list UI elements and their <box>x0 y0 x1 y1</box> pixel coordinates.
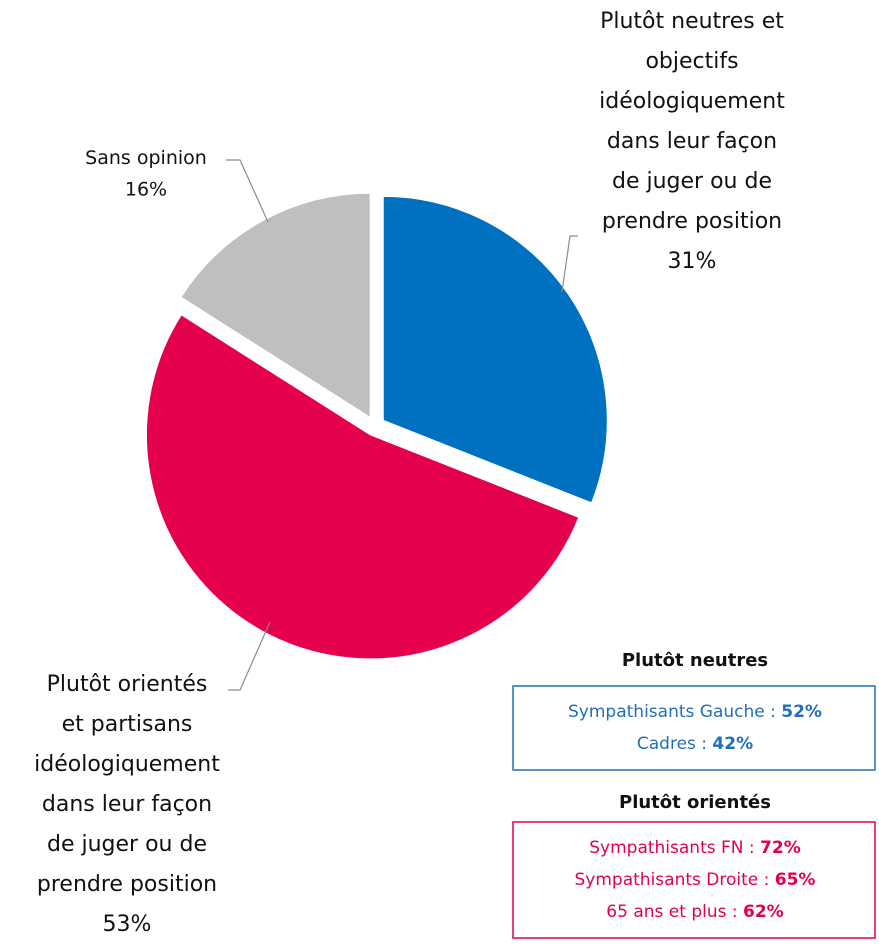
note-item: Sympathisants FN : 72% <box>589 838 801 858</box>
note-item-label: 65 ans et plus : <box>606 902 743 922</box>
slice-label-line: Sans opinion <box>85 147 207 169</box>
note-box <box>512 685 876 771</box>
leader-line <box>228 621 271 691</box>
slice-label: Plutôt orientés et partisans idéologiqueme… <box>34 672 220 897</box>
note-item-label: Sympathisants Gauche : <box>568 702 781 722</box>
note-box <box>512 821 876 939</box>
pie-slice <box>145 314 580 660</box>
note-item-label: Sympathisants FN : <box>589 838 760 858</box>
slice-label-line: objectifs <box>645 49 738 74</box>
slice-label-line: prendre position <box>37 872 217 897</box>
slice-value-label: 53% <box>103 912 152 937</box>
note-item-value: 42% <box>712 734 753 754</box>
note-item-value: 65% <box>775 870 816 890</box>
slice-label-line: dans leur façon <box>42 792 212 817</box>
slice-label-line: idéologiquement <box>34 752 220 777</box>
pie-slice <box>180 192 371 419</box>
slice-label-line: dans leur façon <box>607 129 777 154</box>
note-item: 65 ans et plus : 62% <box>606 902 783 922</box>
slice-label-line: prendre position <box>602 209 782 234</box>
slice-label-line: Plutôt neutres et <box>600 9 784 34</box>
slice-label-line: idéologiquement <box>599 89 785 114</box>
slice-label: Plutôt neutres et objectifs idéologiquemen… <box>599 9 785 234</box>
slice-value-label: 31% <box>668 249 717 274</box>
slice-label: Sans opinion <box>85 147 207 169</box>
note-item-value: 72% <box>760 838 801 858</box>
slice-label-line: de juger ou de <box>612 169 772 194</box>
note-item-label: Sympathisants Droite : <box>575 870 775 890</box>
note-item-value: 62% <box>743 902 784 922</box>
note-item: Sympathisants Gauche : 52% <box>568 702 822 722</box>
note-title: Plutôt orientés <box>619 792 771 813</box>
leader-line <box>561 235 578 293</box>
note-item-label: Cadres : <box>637 734 713 754</box>
slice-value-label: 16% <box>125 179 167 201</box>
note-item-value: 52% <box>781 702 822 722</box>
pie-slice <box>382 195 608 504</box>
slice-label-line: Plutôt orientés <box>47 672 208 697</box>
note-item: Cadres : 42% <box>637 734 753 754</box>
slice-label-line: et partisans <box>62 712 193 737</box>
slice-label-line: de juger ou de <box>47 832 207 857</box>
note-title: Plutôt neutres <box>622 650 768 671</box>
leader-line <box>226 159 269 223</box>
note-item: Sympathisants Droite : 65% <box>575 870 816 890</box>
